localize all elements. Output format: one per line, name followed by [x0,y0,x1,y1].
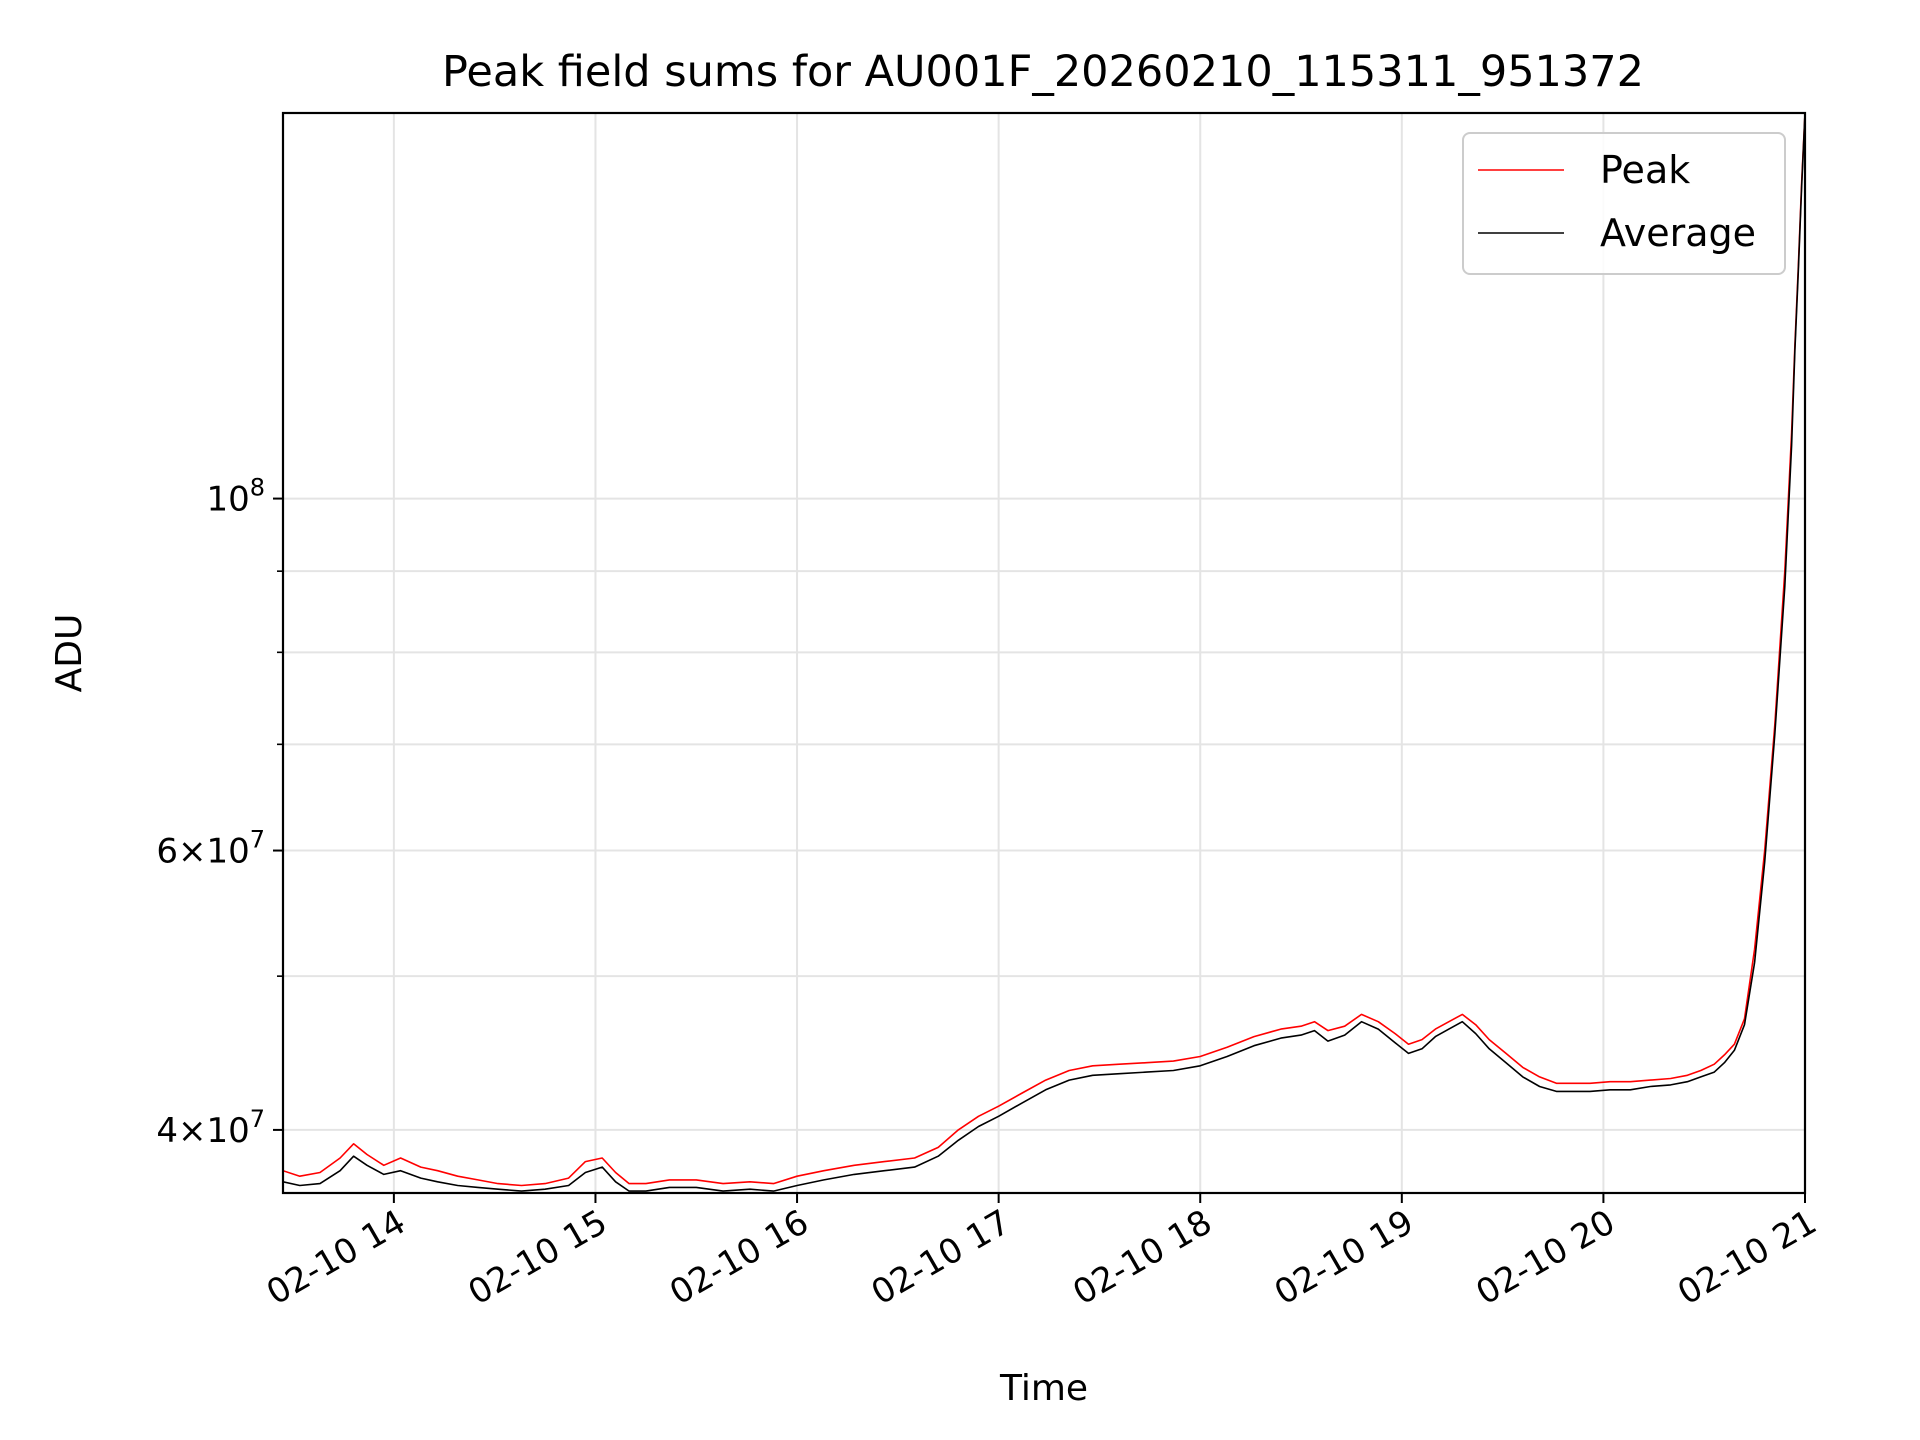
x-axis-label: Time [999,1368,1088,1409]
series-layer [283,113,1805,1192]
series-line-peak [283,113,1805,1187]
legend: Peak Average [1462,132,1786,275]
legend-label-peak: Peak [1600,148,1690,192]
y-tick-label: 108 [206,474,265,520]
y-tick-label: 4×107 [156,1105,265,1151]
y-axis: 4×107 6×107 108 [156,474,283,1151]
y-tick-label: 6×107 [156,826,265,872]
series-line-average [283,113,1805,1192]
legend-box [1462,132,1786,275]
legend-label-average: Average [1600,211,1756,255]
chart-title: Peak field sums for AU001F_20260210_1153… [442,47,1644,97]
y-axis-label: ADU [49,614,90,693]
